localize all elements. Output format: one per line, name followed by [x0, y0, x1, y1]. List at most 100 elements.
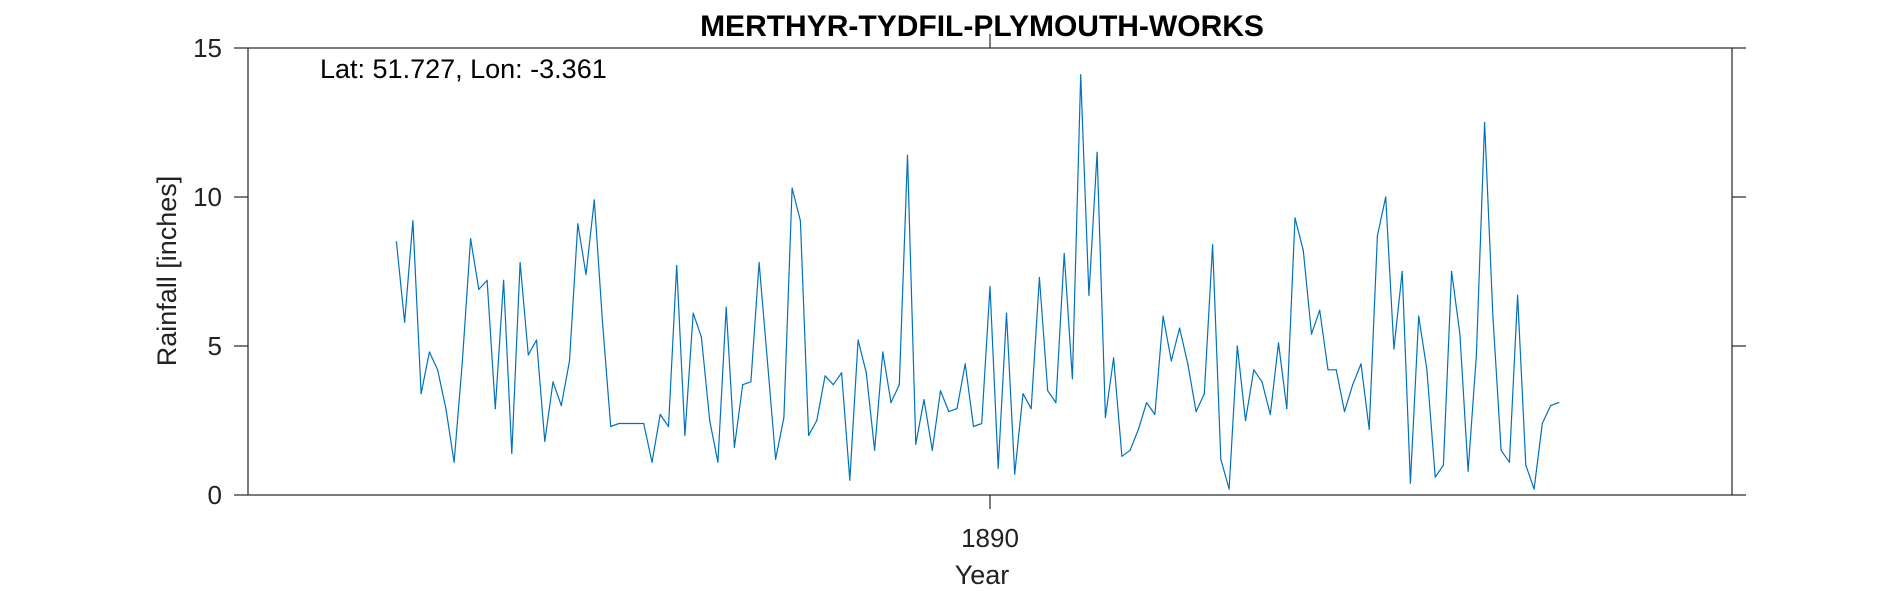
data-point: [626, 422, 628, 425]
data-point: [1113, 357, 1115, 359]
data-point: [1385, 196, 1387, 198]
data-point: [1022, 393, 1024, 395]
data-point: [1508, 461, 1510, 463]
data-point: [1195, 411, 1197, 413]
plot-frame: [247, 47, 1733, 496]
data-point: [610, 425, 612, 428]
data-point: [700, 336, 703, 338]
data-point: [1360, 363, 1362, 365]
data-point: [1030, 408, 1032, 410]
data-point: [618, 422, 620, 425]
data-point: [585, 273, 587, 276]
data-point: [395, 241, 397, 243]
data-point: [1269, 413, 1271, 416]
data-point: [989, 285, 991, 287]
data-point: [709, 419, 711, 422]
data-point: [841, 372, 843, 374]
data-point: [766, 360, 769, 362]
data-point: [717, 461, 719, 463]
data-point: [1071, 378, 1073, 380]
data-point: [1220, 458, 1222, 460]
data-point: [478, 288, 480, 290]
data-point: [1426, 369, 1428, 371]
data-point: [1442, 464, 1444, 466]
data-point: [470, 238, 472, 240]
data-point: [906, 154, 909, 156]
data-point: [428, 351, 430, 353]
data-point: [758, 262, 760, 264]
data-point: [503, 279, 505, 281]
data-point: [1212, 244, 1214, 246]
axis-ticks: [234, 34, 1746, 509]
y-tick-label: 0: [208, 480, 222, 510]
data-point: [1129, 449, 1131, 451]
data-point: [882, 351, 884, 353]
data-point: [1080, 74, 1082, 76]
data-point: [1162, 315, 1164, 317]
x-axis-label: Year: [955, 560, 1010, 590]
data-point: [956, 408, 958, 410]
data-point: [832, 384, 834, 386]
data-point: [1558, 402, 1560, 404]
data-point: [1121, 455, 1123, 457]
data-point: [1187, 363, 1189, 365]
data-point: [948, 411, 950, 413]
data-point: [1104, 416, 1106, 419]
data-point: [568, 360, 571, 362]
data-point: [1047, 390, 1049, 392]
y-tick-label: 15: [193, 33, 222, 63]
data-point: [1541, 422, 1543, 425]
data-point: [1393, 348, 1395, 350]
data-point: [519, 262, 521, 264]
data-point: [750, 381, 752, 383]
data-point: [874, 449, 876, 451]
data-point: [1550, 405, 1552, 407]
data-point: [684, 434, 686, 436]
data-point: [1261, 381, 1263, 383]
data-point: [1302, 250, 1304, 252]
data-point: [1517, 294, 1519, 296]
data-point: [1170, 360, 1172, 362]
data-point: [1137, 428, 1139, 430]
data-point: [552, 381, 554, 383]
data-point: [1401, 270, 1403, 273]
data-point: [404, 321, 406, 323]
y-axis-label: Rainfall [inches]: [152, 176, 182, 367]
data-point: [461, 360, 463, 362]
data-point: [857, 339, 859, 341]
data-point: [1038, 276, 1040, 279]
data-point: [1475, 354, 1477, 356]
data-point: [1253, 369, 1255, 371]
data-point: [1492, 315, 1494, 317]
data-point: [577, 223, 579, 225]
data-point: [1409, 482, 1411, 484]
data-point: [1484, 121, 1486, 124]
data-point: [1294, 217, 1296, 219]
data-point: [1310, 333, 1313, 335]
data-point: [1055, 402, 1057, 404]
x-tick-label: 1890: [961, 523, 1019, 553]
data-point: [445, 408, 447, 410]
data-point: [865, 372, 867, 374]
data-point: [437, 369, 439, 371]
data-point: [1376, 235, 1378, 237]
data-point: [1451, 270, 1453, 273]
data-point: [1203, 393, 1205, 395]
data-point: [1146, 402, 1148, 404]
data-point: [420, 393, 422, 395]
data-point: [1005, 312, 1008, 314]
chart-title: MERTHYR-TYDFIL-PLYMOUTH-WORKS: [700, 10, 1264, 43]
data-point: [939, 390, 942, 392]
data-point: [799, 220, 802, 222]
data-point: [964, 363, 966, 365]
data-point: [1236, 345, 1238, 347]
data-point: [634, 422, 637, 425]
data-point: [1459, 333, 1461, 335]
data-point: [1244, 419, 1247, 422]
data-point: [997, 467, 999, 469]
data-point: [453, 461, 455, 463]
data-point: [1467, 470, 1469, 472]
data-point: [1525, 464, 1527, 466]
data-point: [676, 264, 678, 267]
